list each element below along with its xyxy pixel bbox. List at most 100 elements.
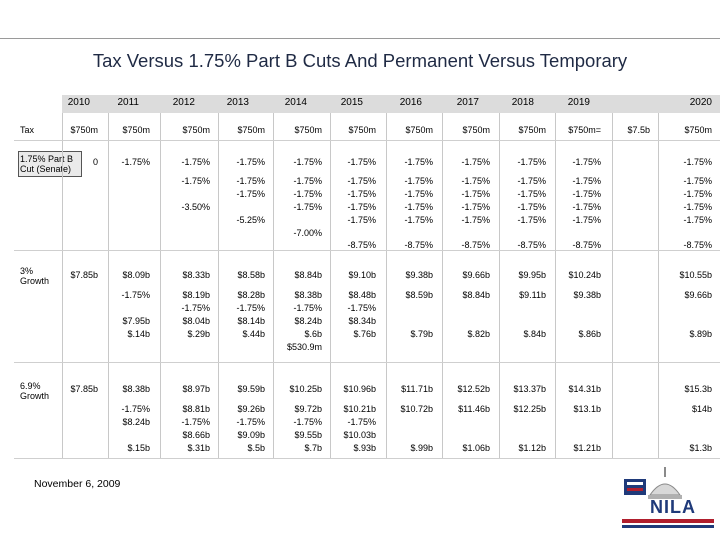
tax-extra-value: $7.5b (627, 125, 650, 135)
cut-cell-r2-2013: -1.75% (236, 176, 265, 186)
grid-line (555, 113, 556, 458)
grid-line (330, 113, 331, 458)
growth3-cell-r2-2011: -1.75% (121, 290, 150, 300)
growth69-cell-r5-2019: $1.21b (573, 443, 601, 453)
growth69-cell-r3-2012: -1.75% (181, 417, 210, 427)
growth3-cell-r1-2016: $9.38b (405, 270, 433, 280)
growth69-cell-r2-2012: $8.81b (182, 404, 210, 414)
cut-cell-r3-2013: -1.75% (236, 189, 265, 199)
nila-logo-icon (624, 467, 682, 499)
grid-line (218, 113, 219, 458)
cut-cell-r4-2018: -1.75% (517, 202, 546, 212)
growth3-cell-r3-2013: -1.75% (236, 303, 265, 313)
cut-cell-r3-2020: -1.75% (683, 189, 712, 199)
growth69-cell-r5-2014: $.7b (304, 443, 322, 453)
cut-cell-r3-2014: -1.75% (293, 189, 322, 199)
growth69-cell-r2-2017: $11.46b (458, 404, 490, 414)
cut-cell-r1-2010: 0 (92, 157, 98, 167)
growth69-cell-r2-2011: -1.75% (121, 404, 150, 414)
grid-line (273, 113, 274, 458)
cut-cell-r6-2014: -7.00% (293, 228, 322, 238)
growth69-cell-r1-2016: $11.71b (401, 384, 433, 394)
growth3-cell-r5-2015: $.76b (353, 329, 376, 339)
date-footer: November 6, 2009 (34, 478, 121, 490)
growth69-cell-r1-2018: $13.37b (513, 384, 546, 394)
cut-cell-r7-2018: -8.75% (517, 240, 546, 250)
growth69-cell-r3-2015: -1.75% (347, 417, 376, 427)
tax-cell-2010: $750m (70, 125, 98, 135)
growth3-cell-r2-2017: $8.84b (462, 290, 490, 300)
growth3-cell-r1-2014: $8.84b (294, 270, 322, 280)
row-separator (14, 362, 720, 363)
growth3-cell-r3-2012: -1.75% (181, 303, 210, 313)
growth3-cell-r4-2012: $8.04b (182, 316, 210, 326)
cut-cell-r2-2016: -1.75% (404, 176, 433, 186)
cut-cell-r3-2016: -1.75% (404, 189, 433, 199)
page-title: Tax Versus 1.75% Part B Cuts And Permane… (92, 50, 628, 71)
growth69-cell-r2-2020: $14b (691, 404, 712, 414)
cut-cell-r5-2019: -1.75% (572, 215, 601, 225)
cut-cell-r5-2016: -1.75% (404, 215, 433, 225)
growth69-cell-r1-2012: $8.97b (182, 384, 210, 394)
grid-line (499, 113, 500, 458)
grid-line (658, 113, 659, 458)
year-header-2020: 2020 (689, 97, 712, 108)
cut-cell-r1-2012: -1.75% (181, 157, 210, 167)
cut-cell-r1-2020: -1.75% (683, 157, 712, 167)
growth3-cell-r2-2018: $9.11b (519, 290, 546, 300)
growth69-cell-r5-2011: $.15b (127, 443, 150, 453)
tax-cell-2014: $750m (294, 125, 322, 135)
tax-cell-2017: $750m (462, 125, 490, 135)
growth69-cell-r1-2019: $14.31b (568, 384, 601, 394)
row-label-tax: Tax (20, 125, 35, 135)
year-header-2019: 2019 (567, 97, 590, 108)
year-header-2010: 2010 (67, 97, 90, 108)
cut-cell-r5-2020: -1.75% (683, 215, 712, 225)
cut-cell-r7-2015: -8.75% (347, 240, 376, 250)
growth3-cell-r5-2014: $.6b (304, 329, 322, 339)
cut-cell-r1-2017: -1.75% (461, 157, 490, 167)
cut-cell-r3-2018: -1.75% (517, 189, 546, 199)
cut-cell-r7-2019: -8.75% (572, 240, 601, 250)
cut-cell-r2-2017: -1.75% (461, 176, 490, 186)
year-header-2012: 2012 (172, 97, 195, 108)
cut-cell-r2-2012: -1.75% (181, 176, 210, 186)
row-separator (14, 250, 720, 251)
cut-cell-r5-2018: -1.75% (517, 215, 546, 225)
tax-cell-2011: $750m (122, 125, 150, 135)
growth3-cell-r1-2015: $9.10b (348, 270, 376, 280)
growth3-cell-r1-2012: $8.33b (182, 270, 210, 280)
growth69-cell-r2-2014: $9.72b (294, 404, 322, 414)
cut-label-box (18, 151, 82, 177)
growth69-cell-r2-2016: $10.72b (400, 404, 433, 414)
growth3-cell-r4-2011: $7.95b (122, 316, 150, 326)
growth3-cell-r5-2011: $.14b (127, 329, 150, 339)
tax-cell-2013: $750m (237, 125, 265, 135)
growth3-cell-r1-2020: $10.55b (679, 270, 712, 280)
row-label-growth69-line1: 6.9% (20, 381, 41, 391)
cut-cell-r2-2014: -1.75% (293, 176, 322, 186)
cut-cell-r1-2019: -1.75% (572, 157, 601, 167)
growth3-cell-r2-2012: $8.19b (182, 290, 210, 300)
growth3-cell-r3-2015: -1.75% (347, 303, 376, 313)
year-header-2013: 2013 (226, 97, 249, 108)
growth69-cell-r4-2015: $10.03b (343, 430, 376, 440)
growth69-cell-r4-2012: $8.66b (182, 430, 210, 440)
growth69-cell-r3-2013: -1.75% (236, 417, 265, 427)
growth69-cell-r2-2015: $10.21b (343, 404, 376, 414)
growth69-cell-r1-2017: $12.52b (457, 384, 490, 394)
year-header-2015: 2015 (340, 97, 363, 108)
top-divider (0, 38, 720, 39)
grid-line (442, 113, 443, 458)
growth69-cell-r2-2013: $9.26b (237, 404, 265, 414)
row-separator (14, 458, 720, 459)
grid-line (386, 113, 387, 458)
growth3-cell-r2-2015: $8.48b (348, 290, 376, 300)
cut-cell-r5-2017: -1.75% (461, 215, 490, 225)
cut-cell-r7-2020: -8.75% (683, 240, 712, 250)
cut-cell-r1-2018: -1.75% (517, 157, 546, 167)
grid-line (108, 113, 109, 458)
growth69-cell-r1-2013: $9.59b (237, 384, 265, 394)
growth3-cell-r5-2016: $.79b (410, 329, 433, 339)
growth69-cell-r4-2014: $9.55b (294, 430, 322, 440)
